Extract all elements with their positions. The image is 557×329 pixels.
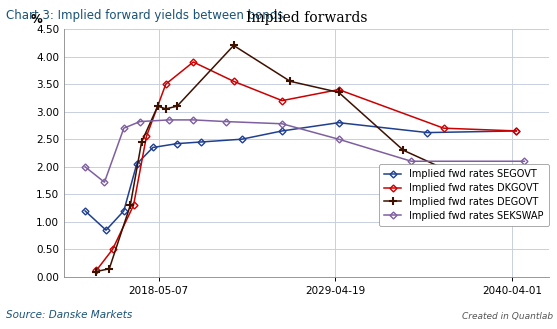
Implied fwd rates SEKSWAP (101, 180, 108, 184)
Implied fwd rates DEGOVT (521, 170, 527, 174)
Line: Implied fwd rates SEKSWAP: Implied fwd rates SEKSWAP (82, 117, 527, 185)
Implied fwd rates DEGOVT (138, 140, 145, 144)
Implied fwd rates SEGOVT (513, 129, 520, 133)
Text: Source: Danske Markets: Source: Danske Markets (6, 310, 132, 319)
Title: Implied forwards: Implied forwards (246, 11, 367, 25)
Implied fwd rates SEGOVT (134, 162, 140, 166)
Text: Chart 3: Implied forward yields between bonds: Chart 3: Implied forward yields between … (6, 10, 283, 22)
Implied fwd rates DEGOVT (448, 170, 455, 174)
Implied fwd rates SEKSWAP (335, 137, 342, 141)
Text: Created in Quantlab: Created in Quantlab (462, 312, 554, 321)
Implied fwd rates DKGOVT (93, 268, 100, 272)
Implied fwd rates SEKSWAP (279, 122, 286, 126)
Implied fwd rates SEKSWAP (408, 159, 415, 163)
Implied fwd rates SEKSWAP (120, 126, 127, 130)
Implied fwd rates SEGOVT (335, 121, 342, 125)
Implied fwd rates SEKSWAP (82, 165, 89, 169)
Line: Implied fwd rates DEGOVT: Implied fwd rates DEGOVT (92, 41, 529, 276)
Legend: Implied fwd rates SEGOVT, Implied fwd rates DKGOVT, Implied fwd rates DEGOVT, Im: Implied fwd rates SEGOVT, Implied fwd ra… (379, 164, 549, 226)
Implied fwd rates DKGOVT (190, 60, 197, 64)
Implied fwd rates DEGOVT (127, 203, 134, 207)
Implied fwd rates DKGOVT (513, 129, 520, 133)
Implied fwd rates DKGOVT (109, 247, 116, 251)
Implied fwd rates DEGOVT (174, 104, 180, 108)
Implied fwd rates SEGOVT (238, 137, 245, 141)
Implied fwd rates SEGOVT (150, 145, 157, 149)
Implied fwd rates DEGOVT (287, 79, 294, 83)
Line: Implied fwd rates DKGOVT: Implied fwd rates DKGOVT (94, 60, 519, 273)
Implied fwd rates SEKSWAP (166, 118, 173, 122)
Line: Implied fwd rates SEGOVT: Implied fwd rates SEGOVT (82, 120, 519, 233)
Implied fwd rates DEGOVT (163, 107, 169, 111)
Implied fwd rates DEGOVT (400, 148, 407, 152)
Implied fwd rates SEGOVT (424, 131, 431, 135)
Implied fwd rates DEGOVT (93, 269, 100, 273)
Implied fwd rates DKGOVT (163, 82, 169, 86)
Implied fwd rates DEGOVT (154, 104, 161, 108)
Implied fwd rates SEGOVT (82, 209, 89, 213)
Implied fwd rates SEGOVT (102, 228, 109, 232)
Implied fwd rates DEGOVT (106, 267, 113, 271)
Implied fwd rates SEKSWAP (521, 159, 527, 163)
Implied fwd rates SEGOVT (174, 142, 180, 146)
Text: %: % (30, 13, 42, 26)
Implied fwd rates SEGOVT (198, 140, 205, 144)
Implied fwd rates DKGOVT (440, 126, 447, 130)
Implied fwd rates DKGOVT (279, 99, 286, 103)
Implied fwd rates DKGOVT (335, 88, 342, 91)
Implied fwd rates DKGOVT (143, 135, 150, 139)
Implied fwd rates DEGOVT (335, 90, 342, 94)
Implied fwd rates SEKSWAP (136, 119, 143, 123)
Implied fwd rates DEGOVT (231, 43, 237, 47)
Implied fwd rates DKGOVT (130, 203, 137, 207)
Implied fwd rates SEKSWAP (222, 119, 229, 123)
Implied fwd rates SEGOVT (279, 129, 286, 133)
Implied fwd rates SEKSWAP (190, 118, 197, 122)
Implied fwd rates DKGOVT (231, 79, 237, 83)
Implied fwd rates SEGOVT (120, 209, 127, 213)
